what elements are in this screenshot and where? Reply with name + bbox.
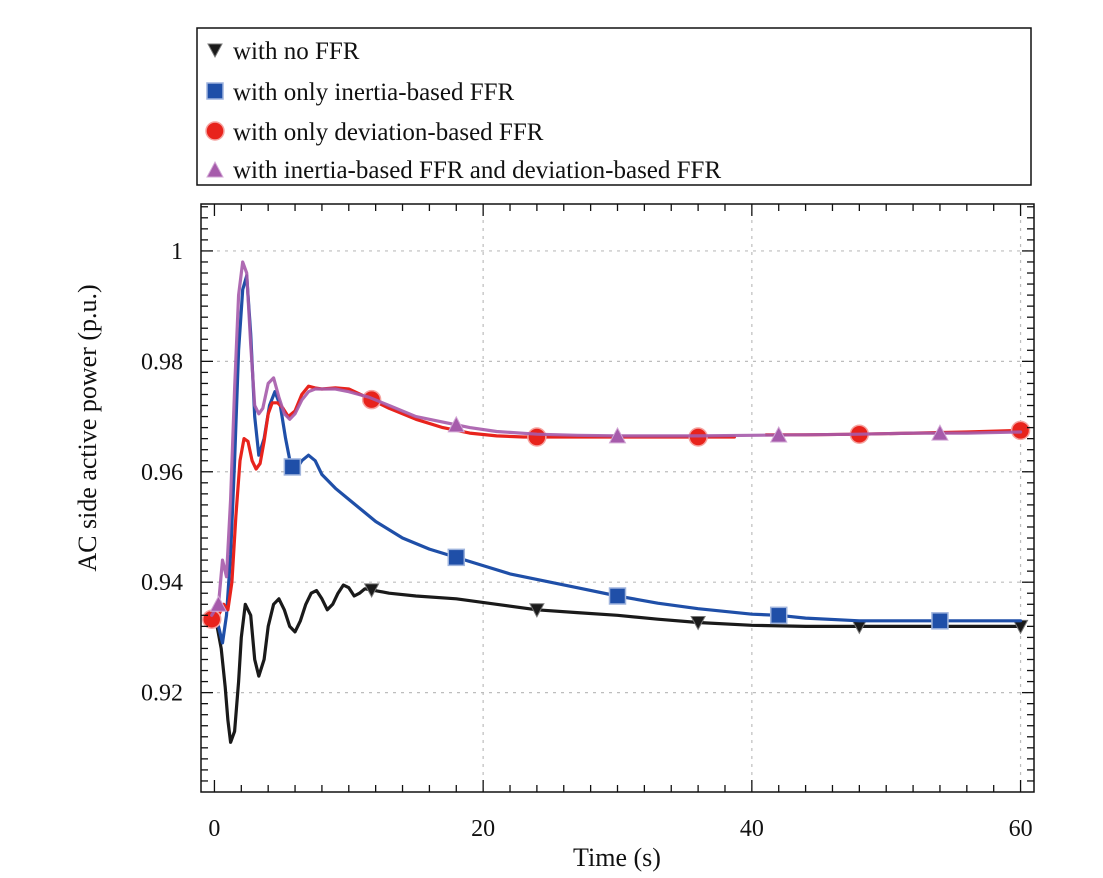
series-3 <box>209 260 1023 617</box>
legend-marker-shape-1 <box>206 82 224 100</box>
series-0-marker <box>690 616 706 631</box>
grid <box>201 204 1034 792</box>
legend-marker-2 <box>205 121 225 141</box>
y-tick-label: 0.94 <box>141 570 183 596</box>
legend-item-0: with no FFR <box>207 38 360 65</box>
series-2-marker <box>1010 420 1031 441</box>
series-3-marker <box>209 595 228 612</box>
series-3-marker <box>447 415 466 433</box>
legend-marker-shape-2 <box>205 121 225 141</box>
series-layer <box>201 260 1031 744</box>
legend-marker-shape-3 <box>206 160 224 178</box>
series-1-marker <box>608 587 627 605</box>
y-tick-label: 0.98 <box>141 349 183 375</box>
legend-label-2: with only deviation-based FFR <box>233 119 544 146</box>
ticks: 0 20 40 60 0.92 0.94 0.96 0.98 1 <box>141 204 1034 842</box>
series-3-marker <box>608 426 627 444</box>
legend-marker-1 <box>206 82 224 100</box>
x-tick-label: 0 <box>208 816 220 842</box>
series-3-marker <box>931 424 949 441</box>
y-tick-label: 0.92 <box>141 681 183 707</box>
plot-frame <box>201 204 1034 792</box>
y-axis-title: AC side active power (p.u.) <box>73 284 102 571</box>
x-tick-label: 20 <box>471 816 495 842</box>
x-tick-label: 60 <box>1009 816 1033 842</box>
legend-frame <box>196 27 1032 186</box>
series-1-marker <box>283 458 302 476</box>
x-tick-label: 40 <box>740 816 764 842</box>
series-1 <box>210 274 1023 645</box>
series-1-marker <box>769 606 788 625</box>
series-line-1 <box>210 274 1023 645</box>
legend-marker-3 <box>206 160 224 178</box>
series-1-marker <box>931 612 949 630</box>
series-0 <box>210 583 1029 744</box>
series-3-marker <box>769 425 788 443</box>
legend-label-1: with only inertia-based FFR <box>233 79 515 106</box>
legend: with no FFR with only inertia-based FFR … <box>196 27 1032 186</box>
series-line-0 <box>210 583 1023 744</box>
legend-item-1: with only inertia-based FFR <box>206 79 515 106</box>
legend-label-0: with no FFR <box>233 38 360 65</box>
series-2-marker <box>527 427 547 447</box>
legend-label-3: with inertia-based FFR and deviation-bas… <box>233 157 721 184</box>
x-axis-title: Time (s) <box>573 843 661 872</box>
y-tick-label: 1 <box>171 239 183 265</box>
legend-item-2: with only deviation-based FFR <box>205 119 544 146</box>
legend-marker-0 <box>207 43 223 59</box>
series-1-marker <box>447 548 466 567</box>
legend-item-3: with inertia-based FFR and deviation-bas… <box>206 157 721 184</box>
series-0-marker <box>363 583 380 598</box>
plot-area: 0 20 40 60 0.92 0.94 0.96 0.98 1 <box>141 203 1035 842</box>
y-tick-label: 0.96 <box>141 460 183 486</box>
series-0-marker <box>529 603 545 618</box>
series-line-3 <box>210 260 1023 617</box>
legend-marker-shape-0 <box>207 43 223 59</box>
